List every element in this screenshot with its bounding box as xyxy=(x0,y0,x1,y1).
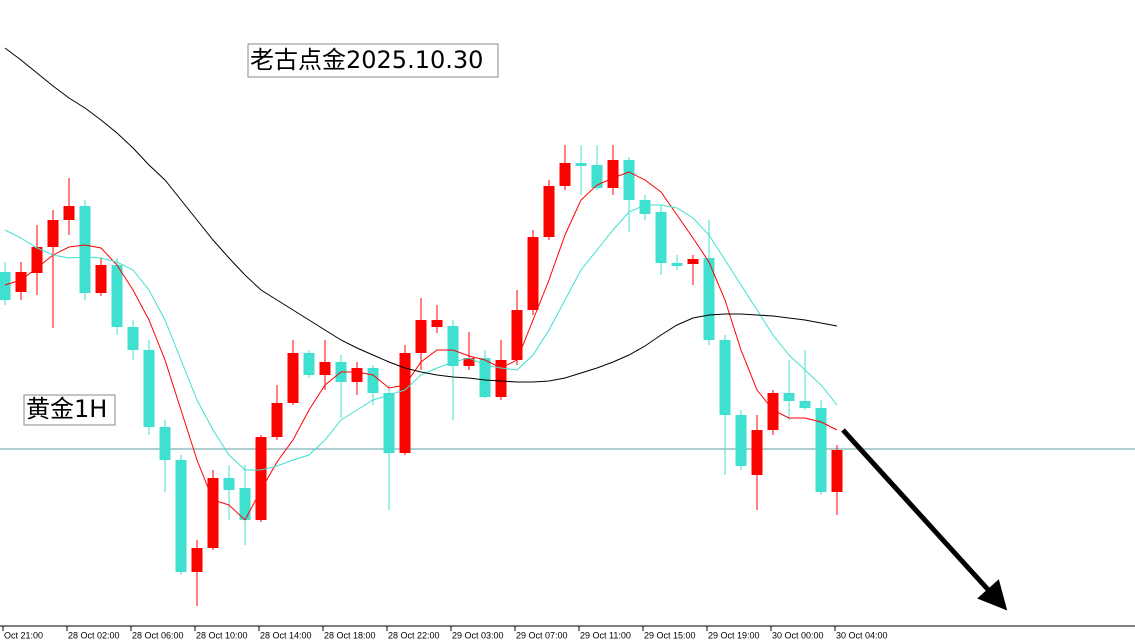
candle-body xyxy=(159,427,171,460)
candle-body xyxy=(655,212,667,263)
candle-body xyxy=(287,353,299,403)
candle-body xyxy=(447,326,459,366)
candle-body xyxy=(559,163,571,186)
x-tick-label: 30 Oct 00:00 xyxy=(772,630,824,640)
candle-body xyxy=(223,478,235,490)
candle-body xyxy=(799,401,811,408)
candle-body xyxy=(687,259,699,264)
candle-body xyxy=(591,165,603,188)
candle-body xyxy=(47,220,59,247)
x-tick-label: 28 Oct 18:00 xyxy=(324,630,376,640)
candle-body xyxy=(319,362,331,375)
chart-subtitle: 黄金1H xyxy=(26,395,107,423)
candle-body xyxy=(351,368,363,382)
title-box xyxy=(247,43,499,78)
plot-area xyxy=(0,47,1135,606)
x-tick-label: 29 Oct 11:00 xyxy=(580,630,631,640)
candle-body xyxy=(495,360,507,397)
candle-body xyxy=(0,272,11,300)
candle-body xyxy=(527,237,539,310)
candle-body xyxy=(367,368,379,393)
candle-body xyxy=(303,353,315,375)
x-tick-label: 28 Oct 22:00 xyxy=(388,630,440,640)
moving-average-line xyxy=(4,204,838,471)
candle-body xyxy=(575,163,587,166)
candle-body xyxy=(511,310,523,360)
candle-body xyxy=(607,160,619,188)
candle-body xyxy=(79,206,91,293)
chart-title: 老古点金2025.10.30 xyxy=(250,46,483,74)
candle-body xyxy=(271,403,283,437)
x-tick-label: 28 Oct 14:00 xyxy=(260,630,312,640)
candle-body xyxy=(815,408,827,492)
candle-body xyxy=(703,258,715,340)
x-tick-label: 29 Oct 07:00 xyxy=(516,630,568,640)
candle-body xyxy=(175,460,187,572)
candle-body xyxy=(671,263,683,266)
candle-body xyxy=(111,265,123,327)
candle-body xyxy=(399,353,411,453)
candle-body xyxy=(479,358,491,397)
x-tick-label: 29 Oct 19:00 xyxy=(708,630,760,640)
candle-body xyxy=(239,488,251,520)
candle-body xyxy=(831,450,843,492)
subtitle-box xyxy=(23,394,116,426)
candle-body xyxy=(95,265,107,293)
candle-body xyxy=(191,548,203,572)
moving-average-line xyxy=(4,47,838,383)
candle-body xyxy=(431,320,443,327)
candle-body xyxy=(15,272,27,292)
candle-body xyxy=(31,247,43,273)
candle-body xyxy=(783,393,795,401)
candle-body xyxy=(719,340,731,415)
candle-body xyxy=(623,160,635,200)
candle-body xyxy=(255,437,267,520)
arrow xyxy=(841,428,1008,611)
candle-body xyxy=(463,358,475,366)
candle-body xyxy=(127,327,139,350)
x-tick-label: 28 Oct 10:00 xyxy=(196,630,248,640)
x-tick-label: 28 Oct 02:00 xyxy=(68,630,120,640)
candle-body xyxy=(207,478,219,548)
candle-body xyxy=(143,350,155,427)
x-tick-label: 28 Oct 06:00 xyxy=(132,630,184,640)
candle-body xyxy=(639,200,651,214)
x-tick-label: Oct 21:00 xyxy=(4,630,43,640)
x-tick-label: 30 Oct 04:00 xyxy=(836,630,888,640)
x-tick-label: 29 Oct 03:00 xyxy=(452,630,504,640)
candle-body xyxy=(767,393,779,430)
candle-body xyxy=(63,206,75,220)
candle-body xyxy=(543,186,555,237)
candle-body xyxy=(735,415,747,466)
moving-average-line xyxy=(4,171,838,521)
candle-body xyxy=(415,320,427,353)
candle-body xyxy=(383,393,395,453)
x-tick-label: 29 Oct 15:00 xyxy=(644,630,696,640)
candle-body xyxy=(751,430,763,475)
